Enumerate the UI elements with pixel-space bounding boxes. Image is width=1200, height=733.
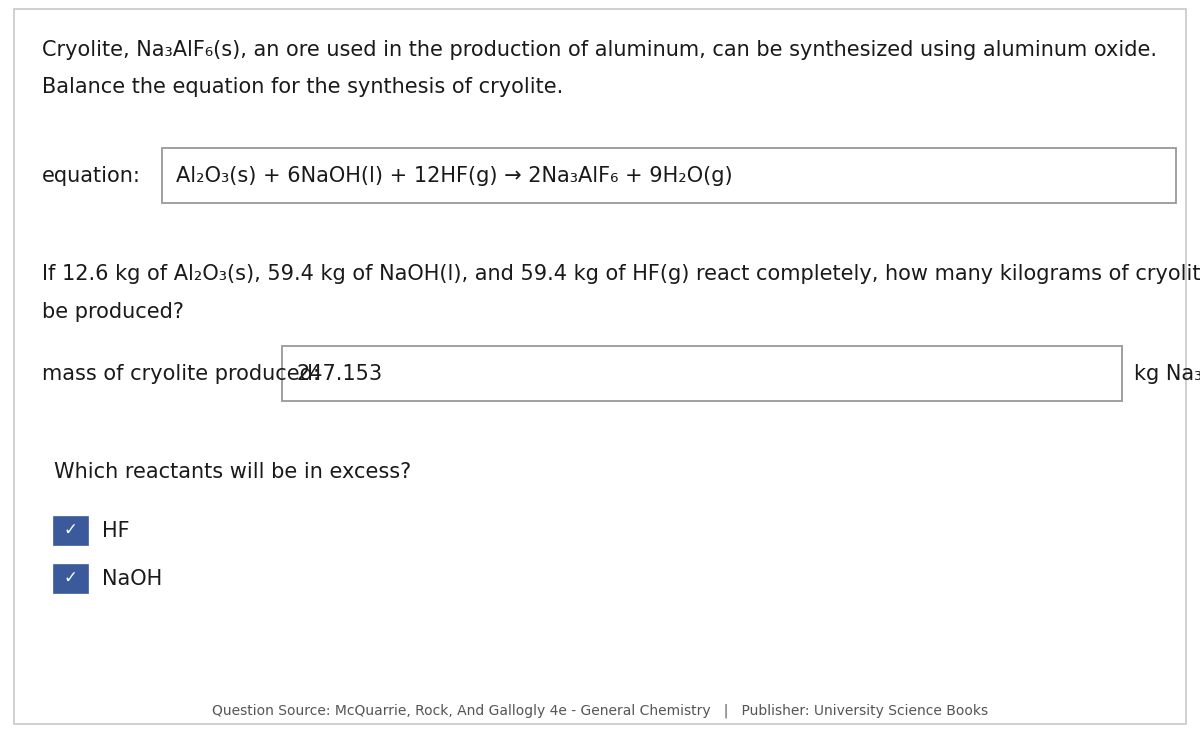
Text: Question Source: McQuarrie, Rock, And Gallogly 4e - General Chemistry   |   Publ: Question Source: McQuarrie, Rock, And Ga… xyxy=(212,704,988,718)
Text: Cryolite, Na₃AlF₆(s), an ore used in the production of aluminum, can be synthesi: Cryolite, Na₃AlF₆(s), an ore used in the… xyxy=(42,40,1157,60)
Text: kg Na₃AlF₆: kg Na₃AlF₆ xyxy=(1134,364,1200,384)
Text: mass of cryolite produced:: mass of cryolite produced: xyxy=(42,364,320,384)
Text: Balance the equation for the synthesis of cryolite.: Balance the equation for the synthesis o… xyxy=(42,77,563,97)
Text: ✓: ✓ xyxy=(64,569,78,586)
Text: NaOH: NaOH xyxy=(102,569,162,589)
Text: Al₂O₃(s) + 6NaOH(l) + 12HF(g) → 2Na₃AlF₆ + 9H₂O(g): Al₂O₃(s) + 6NaOH(l) + 12HF(g) → 2Na₃AlF₆… xyxy=(176,166,733,186)
Text: be produced?: be produced? xyxy=(42,302,184,322)
Text: 247.153: 247.153 xyxy=(296,364,383,384)
Text: equation:: equation: xyxy=(42,166,140,186)
Text: Which reactants will be in excess?: Which reactants will be in excess? xyxy=(54,462,412,482)
Text: ✓: ✓ xyxy=(64,521,78,539)
Text: HF: HF xyxy=(102,521,130,542)
Text: If 12.6 kg of Al₂O₃(s), 59.4 kg of NaOH(l), and 59.4 kg of HF(g) react completel: If 12.6 kg of Al₂O₃(s), 59.4 kg of NaOH(… xyxy=(42,264,1200,284)
